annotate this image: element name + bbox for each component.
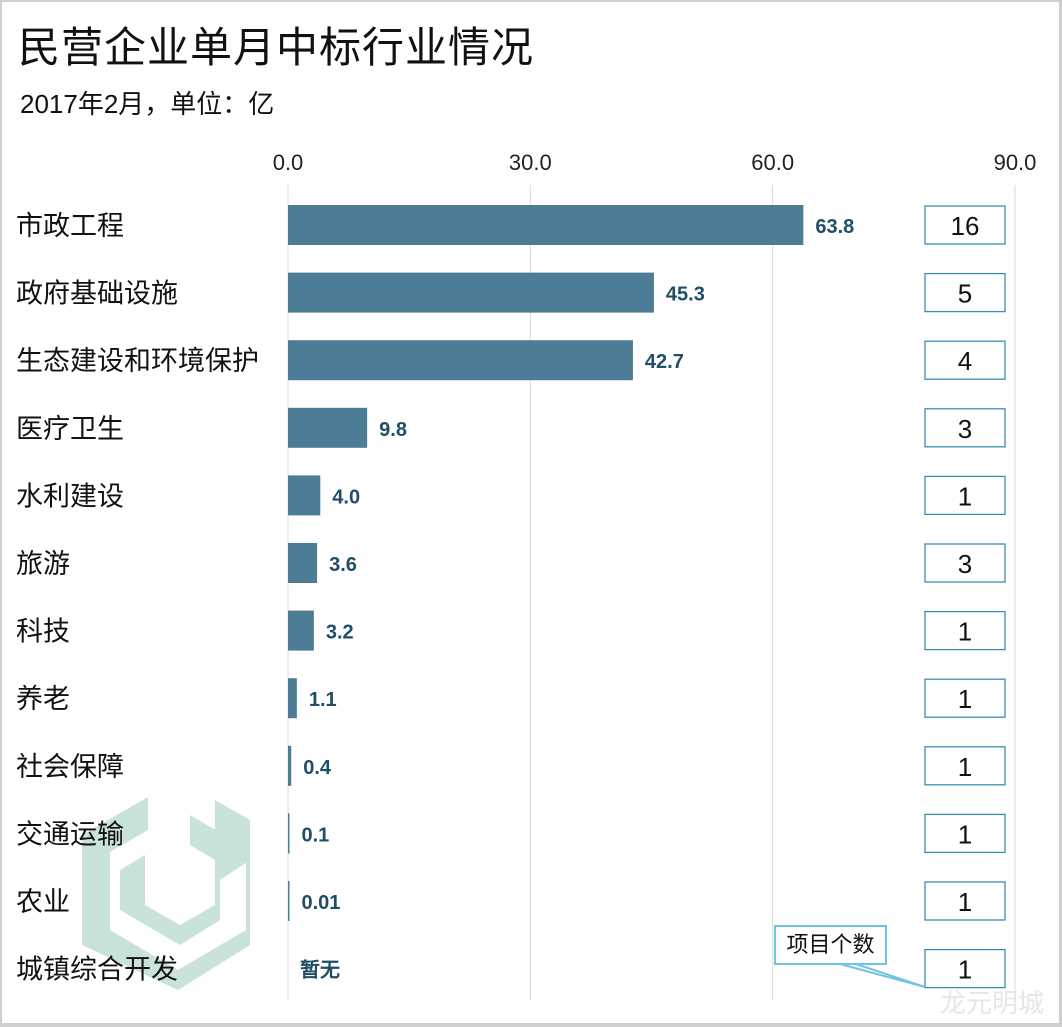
count-box	[924, 543, 1006, 583]
count-box	[924, 746, 1006, 786]
count-label: 16	[951, 211, 980, 241]
category-label: 科技	[16, 617, 70, 648]
category-label: 水利建设	[16, 481, 124, 512]
value-label: 45.3	[666, 284, 705, 306]
value-label: 0.1	[302, 824, 330, 846]
tick-label: 90.0	[994, 150, 1037, 175]
count-label: 5	[958, 279, 972, 309]
value-label: 4.0	[332, 486, 360, 508]
value-label: 3.2	[326, 622, 354, 644]
category-label: 交通运输	[16, 819, 124, 850]
count-box	[924, 813, 1006, 854]
count-label: 1	[958, 819, 972, 849]
bar	[288, 610, 314, 651]
bar	[288, 205, 804, 245]
count-label: 3	[958, 549, 972, 579]
count-label: 1	[958, 887, 972, 917]
value-label: 0.4	[303, 757, 332, 779]
category-label: 医疗卫生	[16, 414, 124, 445]
category-label: 社会保障	[16, 752, 124, 783]
count-label: 1	[958, 955, 972, 985]
category-label: 农业	[16, 887, 70, 918]
value-label: 63.8	[815, 216, 854, 238]
watermark-text: 龙元明城	[940, 988, 1045, 1018]
tick-label: 0.0	[273, 150, 304, 175]
count-box	[924, 340, 1006, 380]
value-label: 3.6	[329, 554, 357, 576]
bar	[288, 813, 290, 854]
bar	[288, 745, 292, 786]
callout-pointer	[839, 963, 926, 988]
value-label: 1.1	[309, 689, 337, 711]
count-box	[924, 678, 1006, 718]
value-label: 暂无	[300, 958, 340, 982]
category-label: 旅游	[16, 549, 70, 580]
bar	[288, 407, 368, 448]
tick-label: 30.0	[509, 150, 552, 175]
value-label: 9.8	[379, 419, 407, 441]
chart-subtitle: 2017年2月，单位：亿	[20, 89, 275, 119]
count-box	[924, 272, 1006, 313]
count-box	[924, 205, 1006, 245]
bar	[288, 543, 318, 583]
category-label: 养老	[16, 684, 70, 715]
count-label: 4	[958, 346, 972, 376]
count-box	[924, 881, 1006, 921]
bar	[288, 272, 654, 313]
bar	[288, 340, 633, 381]
category-label: 城镇综合开发	[16, 955, 178, 986]
count-label: 1	[958, 481, 972, 511]
bar	[288, 678, 297, 719]
count-label: 1	[958, 752, 972, 782]
count-box	[924, 948, 1006, 989]
count-box	[924, 610, 1006, 651]
category-label: 市政工程	[16, 211, 124, 242]
count-label: 1	[958, 684, 972, 714]
category-label: 生态建设和环境保护	[16, 346, 259, 377]
legend-callout: 项目个数	[774, 925, 887, 965]
bar	[288, 475, 321, 516]
value-label: 42.7	[645, 351, 684, 373]
count-box	[924, 408, 1006, 448]
count-label: 3	[958, 414, 972, 444]
value-label: 0.01	[302, 892, 341, 914]
category-label: 政府基础设施	[16, 279, 178, 310]
count-label: 1	[958, 617, 972, 647]
bar	[288, 881, 290, 921]
chart-title: 民营企业单月中标行业情况	[18, 24, 535, 71]
tick-label: 60.0	[751, 150, 794, 175]
count-box	[924, 475, 1006, 516]
